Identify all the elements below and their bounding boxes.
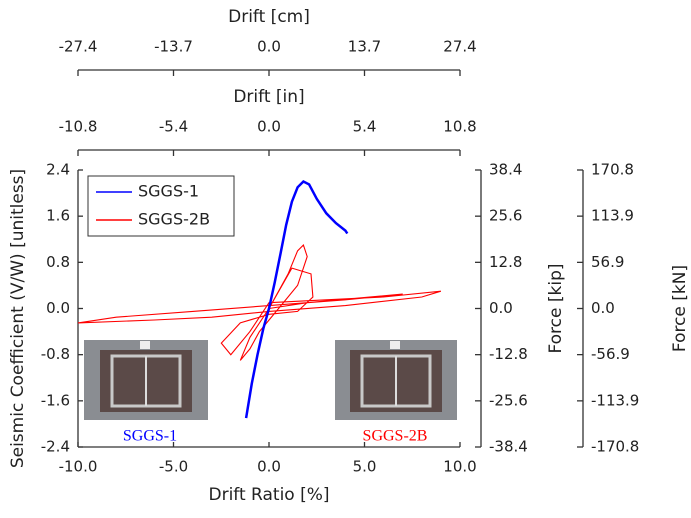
right-tick-label: 170.8: [591, 161, 634, 179]
right-tick-label: 38.4: [489, 161, 522, 179]
top-tick-label: 0.0: [257, 38, 281, 56]
right-tick-label: -170.8: [591, 438, 639, 456]
series-line: [244, 179, 349, 419]
y-tick-label: 0.8: [46, 253, 70, 271]
x-axis-label: Drift Ratio [%]: [208, 485, 329, 505]
y-tick-label: 0.0: [46, 299, 70, 317]
legend-box: [87, 175, 235, 237]
right-tick-label: -25.6: [489, 391, 528, 409]
top-tick-label: 10.8: [443, 118, 476, 136]
x-tick-label: -5.0: [159, 458, 188, 476]
right-tick-label: 25.6: [489, 207, 522, 225]
top-tick-label: -5.4: [159, 118, 188, 136]
top-tick-label: 5.4: [353, 118, 377, 136]
y-axis-label: Seismic Coefficient (V/W) [unitless]: [8, 169, 28, 468]
series-line: [77, 243, 442, 361]
top-tick-label: 13.7: [348, 38, 381, 56]
top-axis-label: Drift [cm]: [228, 7, 310, 27]
photo-caption: SGGS-2B: [363, 428, 428, 445]
x-tick-label: 5.0: [353, 458, 377, 476]
legend-label: SGGS-1: [138, 182, 199, 201]
photo-sggs-2b: [335, 340, 457, 420]
y-tick-label: 1.6: [46, 207, 70, 225]
x-tick-label: 0.0: [257, 458, 281, 476]
right-axis-label: Force [kN]: [670, 265, 690, 352]
y-tick-label: -2.4: [41, 438, 70, 456]
top-tick-label: -10.8: [59, 118, 98, 136]
top-tick-label: -13.7: [154, 38, 193, 56]
right-tick-label: -113.9: [591, 391, 639, 409]
photo-sggs-1: [84, 340, 208, 420]
right-tick-label: -12.8: [489, 345, 528, 363]
legend-label: SGGS-2B: [138, 210, 210, 229]
right-tick-label: 56.9: [591, 253, 624, 271]
y-tick-label: -0.8: [41, 345, 70, 363]
top-tick-label: 0.0: [257, 118, 281, 136]
top-tick-label: 27.4: [443, 38, 476, 56]
right-tick-label: 0.0: [591, 299, 615, 317]
right-tick-label: -38.4: [489, 438, 528, 456]
y-tick-label: 2.4: [46, 161, 70, 179]
y-tick-label: -1.6: [41, 391, 70, 409]
x-tick-label: 10.0: [443, 458, 476, 476]
right-tick-label: 12.8: [489, 253, 522, 271]
top-tick-label: -27.4: [59, 38, 98, 56]
top-axis-label: Drift [in]: [233, 87, 304, 107]
right-tick-label: 113.9: [591, 207, 634, 225]
right-axis-label: Force [kip]: [546, 263, 566, 353]
x-tick-label: -10.0: [59, 458, 98, 476]
right-tick-label: -56.9: [591, 345, 630, 363]
right-tick-label: 0.0: [489, 299, 513, 317]
photo-caption: SGGS-1: [123, 428, 177, 445]
